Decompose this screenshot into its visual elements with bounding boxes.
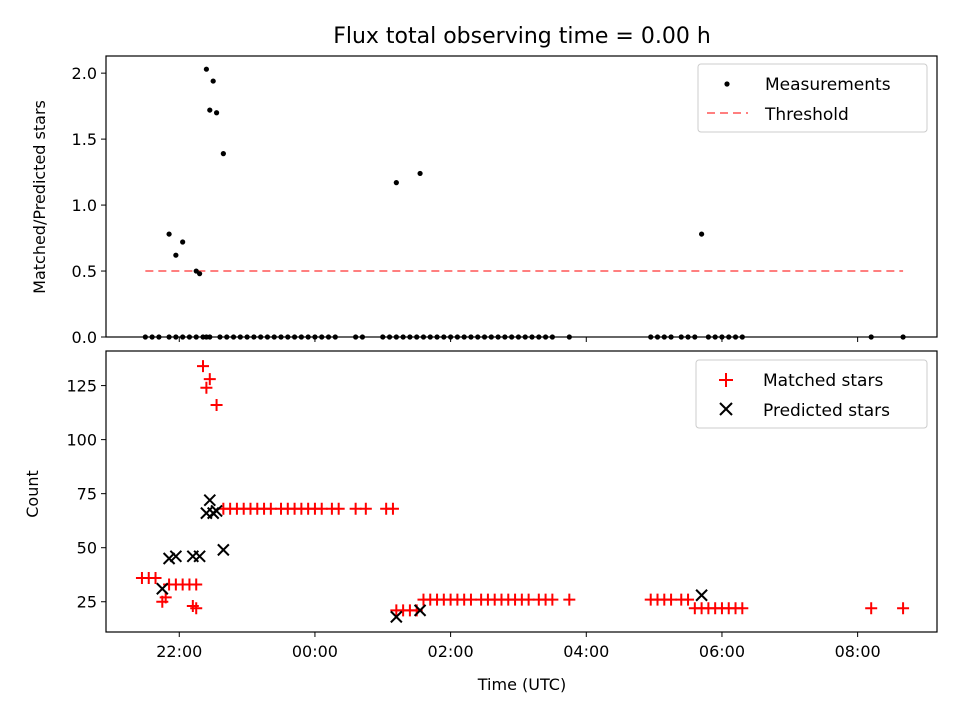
matched-star-point xyxy=(682,593,695,606)
matched-star-point xyxy=(865,602,878,615)
measurement-point xyxy=(166,231,172,237)
top-y-tick-label: 0.5 xyxy=(72,262,97,281)
measurement-point xyxy=(180,239,186,245)
bottom-panel: 25 50 75 100 125 22:00 00:00 02:00 04:00 06:00 08… xyxy=(23,350,938,694)
predicted-star-point xyxy=(169,550,183,563)
matched-star-point xyxy=(464,593,477,606)
matched-star-point xyxy=(149,571,162,584)
predicted-star-point xyxy=(193,550,206,563)
matched-star-point xyxy=(665,593,678,606)
matched-star-points xyxy=(135,360,910,617)
predicted-star-point xyxy=(162,552,176,565)
predicted-star-point xyxy=(413,604,427,617)
legend-label-measurements: Measurements xyxy=(765,75,891,95)
bottom-y-tick-label: 100 xyxy=(66,431,97,450)
predicted-star-point xyxy=(210,504,223,518)
chart-title: Flux total observing time = 0.00 h xyxy=(333,24,711,49)
matched-star-point xyxy=(897,602,910,615)
bottom-axes-frame xyxy=(105,350,938,633)
measurement-point xyxy=(213,110,220,116)
x-axis-label: Time (UTC) xyxy=(477,675,566,694)
bottom-x-tick-label: 22:00 xyxy=(156,642,202,661)
bottom-y-axis-label: Count xyxy=(23,470,42,518)
bottom-y-ticks: 25 50 75 100 125 xyxy=(66,377,106,612)
measurement-point xyxy=(210,78,216,84)
matched-star-point xyxy=(349,502,362,515)
measurement-point xyxy=(207,107,213,113)
matched-star-point xyxy=(386,502,399,515)
bottom-legend: Matched stars Predicted stars xyxy=(695,359,928,429)
measurement-point xyxy=(197,271,203,277)
bottom-x-ticks: 22:00 00:00 02:00 04:00 06:00 08:00 xyxy=(156,632,881,661)
top-y-tick-label: 1.5 xyxy=(72,130,97,149)
bottom-y-tick-label: 50 xyxy=(77,539,97,558)
bottom-x-tick-label: 06:00 xyxy=(699,642,745,661)
matched-star-point xyxy=(563,593,576,606)
matched-star-point xyxy=(736,602,749,615)
measurement-point xyxy=(417,170,423,177)
bottom-x-tick-label: 04:00 xyxy=(563,642,609,661)
top-y-ticks: 0.0 0.5 1.0 1.5 2.0 xyxy=(72,64,106,347)
predicted-star-point xyxy=(203,493,216,507)
matched-star-point xyxy=(315,502,328,515)
top-legend: Measurements Threshold xyxy=(697,63,928,133)
top-legend-box xyxy=(697,63,928,133)
bottom-y-tick-label: 125 xyxy=(66,377,97,396)
bottom-legend-box xyxy=(695,359,928,429)
top-y-axis-label: Matched/Predicted stars xyxy=(30,100,49,294)
matched-star-point xyxy=(359,502,372,515)
predicted-star-point xyxy=(217,543,230,557)
matched-star-point xyxy=(190,578,203,591)
measurement-point xyxy=(699,231,705,237)
predicted-star-points xyxy=(156,493,708,624)
matched-star-point xyxy=(200,381,213,394)
top-axes-frame xyxy=(105,55,938,338)
matched-star-point xyxy=(264,502,277,515)
bottom-x-tick-label: 00:00 xyxy=(292,642,338,661)
legend-label-matched: Matched stars xyxy=(763,371,883,391)
legend-label-predicted: Predicted stars xyxy=(763,401,890,421)
predicted-star-point xyxy=(156,582,169,595)
top-y-tick-label: 2.0 xyxy=(72,64,97,83)
matched-star-point xyxy=(332,502,345,515)
measurement-point xyxy=(203,66,209,72)
matched-star-point xyxy=(522,593,535,606)
bottom-y-tick-label: 25 xyxy=(77,593,97,612)
matched-star-point xyxy=(210,399,223,412)
top-panel: 0.00.51.01.52.0 Matched/Predicted stars … xyxy=(30,55,938,347)
matched-star-point xyxy=(197,360,210,373)
measurement-point xyxy=(220,151,226,157)
measurement-point xyxy=(173,252,179,258)
top-y-tick-label: 0.0 xyxy=(72,328,97,347)
matched-star-point xyxy=(546,593,559,606)
legend-marker-measurements xyxy=(724,81,730,87)
legend-marker-matched xyxy=(719,373,733,387)
top-y-tick-label: 1.0 xyxy=(72,196,97,215)
matched-star-point xyxy=(203,373,216,386)
legend-label-threshold: Threshold xyxy=(764,105,849,125)
predicted-star-point xyxy=(695,589,708,602)
bottom-y-tick-label: 75 xyxy=(77,485,97,504)
predicted-star-point xyxy=(390,610,403,624)
matched-star-point xyxy=(190,602,203,615)
legend-marker-predicted xyxy=(719,402,733,416)
measurement-points xyxy=(142,66,906,340)
bottom-x-tick-label: 02:00 xyxy=(428,642,474,661)
bottom-x-tick-label: 08:00 xyxy=(835,642,881,661)
measurement-point xyxy=(393,180,399,186)
